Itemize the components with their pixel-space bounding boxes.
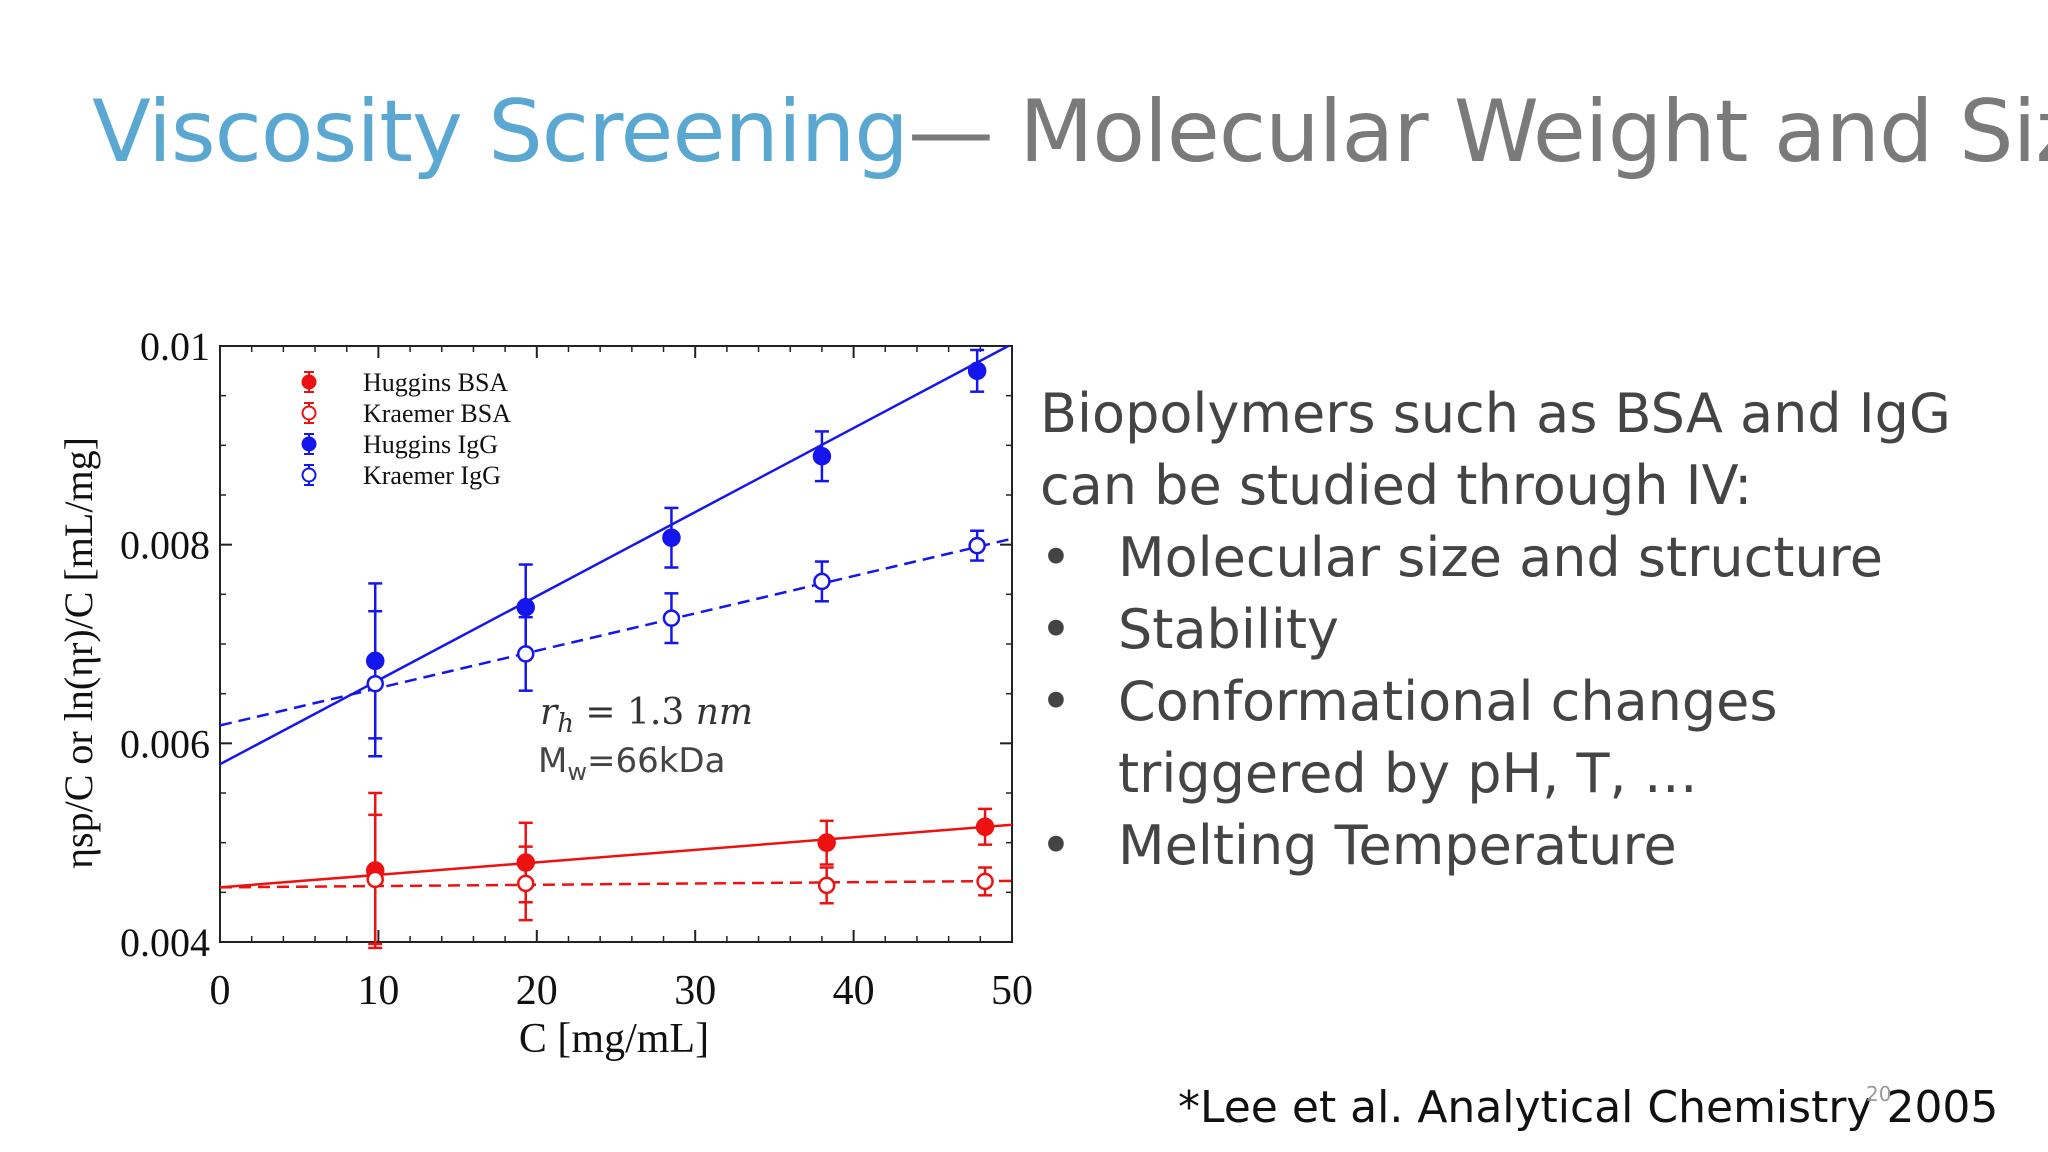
- bullet-panel: Biopolymers such as BSA and IgG can be s…: [1040, 378, 2040, 882]
- bullet-dot: •: [1040, 598, 1072, 661]
- rh-subscript: h: [557, 709, 574, 739]
- data-point: [366, 870, 384, 889]
- legend-marker: [301, 374, 317, 390]
- bullet-text: Stability: [1118, 598, 1339, 661]
- citation: *Lee et al. Analytical Chemistry 2005: [1178, 1082, 1999, 1133]
- data-point: [662, 528, 681, 547]
- data-point: [817, 833, 836, 852]
- bullet-text: Conformational changes triggered by pH, …: [1118, 670, 1778, 805]
- data-point: [976, 872, 994, 891]
- legend-marker: [301, 436, 317, 452]
- bullet-dot: •: [1040, 814, 1072, 877]
- data-point: [817, 876, 836, 895]
- legend-label: Huggins BSA: [363, 368, 508, 397]
- mw-value: =66kDa: [587, 741, 725, 781]
- bullet-item: • Stability: [1040, 594, 2040, 666]
- y-tick-label: 0.01: [140, 324, 210, 369]
- slide-title: Viscosity Screening— Molecular Weight an…: [92, 82, 2048, 182]
- mw-label: M: [538, 741, 567, 781]
- bullet-text: Molecular size and structure: [1118, 526, 1883, 589]
- x-tick-label: 10: [357, 968, 399, 1014]
- bullet-dot: •: [1040, 526, 1072, 589]
- y-axis-title: ηsp/C or ln(ηr)/C [mL/mg]: [56, 437, 101, 869]
- bullet-text: Melting Temperature: [1118, 814, 1677, 877]
- fit-line: [220, 879, 1012, 889]
- data-point: [967, 361, 987, 381]
- data-point: [975, 817, 995, 837]
- legend-marker: [301, 467, 317, 483]
- bullets-intro: Biopolymers such as BSA and IgG can be s…: [1040, 382, 1951, 517]
- x-tick-label: 20: [516, 968, 558, 1014]
- legend-marker: [301, 405, 317, 421]
- bullet-item: • Conformational changes triggered by pH,…: [1040, 666, 2040, 810]
- data-point: [968, 536, 986, 555]
- data-point: [662, 609, 681, 627]
- mw-subscript: w: [567, 758, 587, 786]
- rh-annotation: rh = 1.3 nm: [540, 692, 753, 739]
- x-tick-label: 0: [210, 968, 231, 1014]
- bullet-list: • Molecular size and structure • Stability…: [1040, 522, 2040, 882]
- rh-unit: nm: [696, 692, 753, 733]
- slide-title-main: Viscosity Screening: [92, 82, 909, 182]
- data-point: [516, 597, 535, 617]
- y-tick-label: 0.008: [120, 523, 210, 568]
- x-axis-title: C [mg/mL]: [519, 1016, 709, 1062]
- plot-frame: [219, 345, 1013, 943]
- x-tick-label: 30: [674, 968, 716, 1014]
- mw-annotation: Mw=66kDa: [538, 741, 725, 786]
- data-point: [516, 874, 535, 893]
- x-tick-label: 50: [991, 968, 1033, 1014]
- y-tick-label: 0.004: [120, 920, 210, 965]
- rh-value: = 1.3: [574, 692, 696, 733]
- legend-label: Huggins IgG: [363, 430, 498, 459]
- legend-label: Kraemer BSA: [363, 399, 511, 428]
- bullet-dot: •: [1040, 670, 1072, 733]
- rh-symbol: r: [540, 692, 559, 733]
- data-point: [516, 645, 535, 663]
- bullet-item: • Molecular size and structure: [1040, 522, 2040, 594]
- slide-title-subtitle: — Molecular Weight and Size: [907, 82, 2048, 182]
- data-point: [812, 447, 832, 466]
- y-tick-label: 0.006: [120, 721, 210, 766]
- page-number: 20: [1866, 1082, 1892, 1106]
- data-point: [813, 572, 831, 591]
- legend-label: Kraemer IgG: [363, 461, 501, 490]
- fit-line: [220, 537, 1012, 727]
- fit-line: [220, 823, 1012, 889]
- bullet-item: • Melting Temperature: [1040, 810, 2040, 882]
- x-tick-label: 40: [833, 968, 875, 1014]
- data-point: [366, 674, 384, 693]
